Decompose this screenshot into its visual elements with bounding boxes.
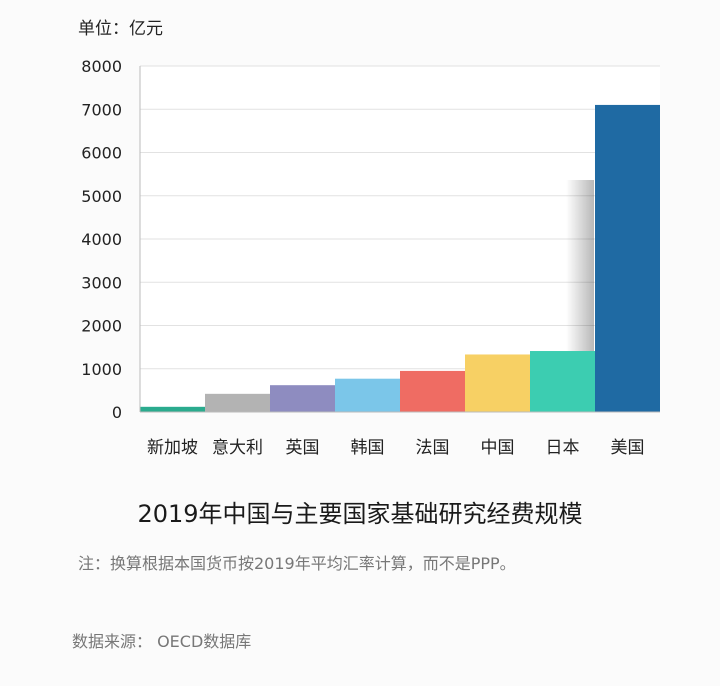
x-category-label: 中国 — [481, 438, 515, 458]
bars — [140, 104, 660, 413]
y-tick-label: 3000 — [81, 273, 122, 292]
bar-8 — [595, 104, 660, 413]
x-category-label: 韩国 — [351, 438, 385, 458]
data-source: 数据来源： OECD数据库 — [72, 632, 252, 651]
unit-label: 单位：亿元 — [78, 19, 163, 39]
chart-title: 2019年中国与主要国家基础研究经费规模 — [137, 500, 583, 528]
bar-6 — [465, 354, 530, 412]
bar-chart: 0 1000 2000 3000 4000 5000 6000 7000 8000 新加坡 意大利… — [81, 57, 660, 458]
footnote: 注：换算根据本国货币按2019年平均汇率计算，而不是PPP。 — [78, 554, 516, 573]
y-tick-label: 2000 — [81, 317, 122, 336]
x-axis-categories: 新加坡 意大利 英国 韩国 法国 中国 日本 美国 — [147, 438, 645, 458]
x-category-label: 法国 — [416, 438, 450, 458]
y-tick-label: 8000 — [81, 57, 122, 76]
x-category-label: 意大利 — [212, 438, 263, 458]
bar-2 — [205, 393, 270, 412]
x-category-label: 日本 — [546, 438, 580, 458]
bar-5 — [400, 370, 465, 412]
bar-1 — [140, 406, 205, 412]
bar-7 — [530, 351, 595, 412]
y-axis-ticks: 0 1000 2000 3000 4000 5000 6000 7000 8000 — [81, 57, 122, 422]
x-category-label: 英国 — [286, 438, 320, 458]
x-category-label: 美国 — [611, 438, 645, 458]
bar-4 — [335, 378, 400, 412]
x-category-label: 新加坡 — [147, 438, 198, 458]
y-tick-label: 1000 — [81, 360, 122, 379]
y-tick-label: 4000 — [81, 230, 122, 249]
y-tick-label: 0 — [112, 403, 122, 422]
bar-3 — [270, 385, 335, 412]
y-tick-label: 7000 — [81, 100, 122, 119]
y-tick-label: 6000 — [81, 144, 122, 163]
y-tick-label: 5000 — [81, 187, 122, 206]
